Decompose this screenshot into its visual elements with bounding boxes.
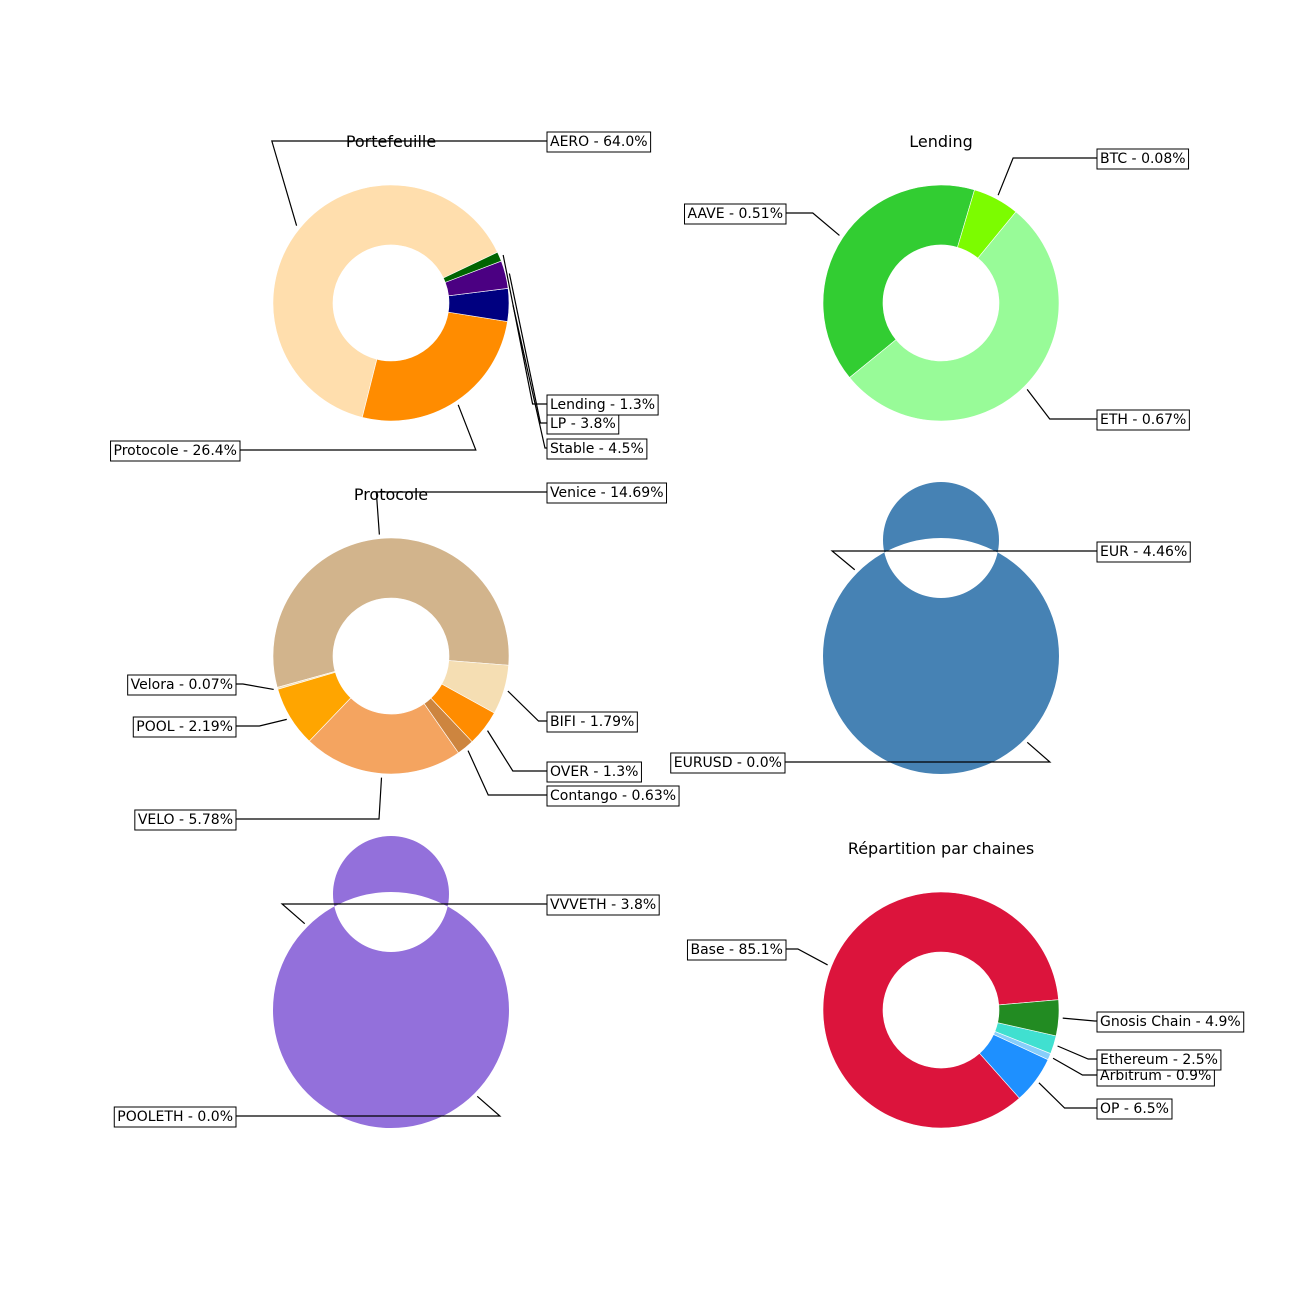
slice-label: Gnosis Chain - 4.9% xyxy=(1100,1014,1241,1030)
label-box xyxy=(127,674,237,696)
slice-label: Stable - 4.5% xyxy=(550,441,644,457)
leader-line xyxy=(1062,1017,1097,1022)
slice-label: OVER - 1.3% xyxy=(550,764,638,780)
leader-line xyxy=(786,948,828,966)
slice-venice xyxy=(272,537,510,688)
label-box xyxy=(684,203,787,225)
slice-lending xyxy=(442,251,502,283)
slice-bifi xyxy=(441,660,509,714)
donut-chart-6: Répartition par chaines xyxy=(786,839,1097,1129)
slice-label: VVVETH - 3.8% xyxy=(550,897,656,913)
slice-label: AERO - 64.0% xyxy=(550,134,648,150)
leader-line xyxy=(236,777,383,820)
leader-line xyxy=(507,690,547,722)
leader-line xyxy=(280,903,547,925)
donut-chart-1: Portefeuille xyxy=(240,132,547,451)
slice-label: Contango - 0.63% xyxy=(550,788,676,804)
chart-title: Lending xyxy=(909,132,973,151)
leader-line xyxy=(1057,1045,1097,1060)
label-box xyxy=(546,711,638,733)
label-box xyxy=(546,394,659,416)
donut-chart-2: Lending xyxy=(786,132,1097,422)
slice-aero xyxy=(272,184,498,418)
label-box xyxy=(546,482,668,504)
slice-eur xyxy=(822,482,1059,774)
leader-line xyxy=(1038,1082,1097,1109)
slice-label: EURUSD - 0.0% xyxy=(674,755,782,771)
slice-label: VELO - 5.78% xyxy=(138,812,233,828)
label-box xyxy=(686,939,787,961)
donut-chart-4: Stable xyxy=(785,482,1097,774)
slice-gnosis-chain xyxy=(997,999,1060,1037)
leader-line xyxy=(1052,1057,1097,1076)
slice-velo xyxy=(308,697,459,775)
slice-label: Ethereum - 2.5% xyxy=(1100,1052,1218,1068)
slice-label: Lending - 1.3% xyxy=(550,397,655,413)
slice-label: EUR - 4.46% xyxy=(1100,544,1187,560)
label-box xyxy=(546,894,660,916)
donut-chart-3: Protocole xyxy=(236,485,547,820)
slice-label: AAVE - 0.51% xyxy=(688,206,784,222)
slice-label: POOLETH - 0.0% xyxy=(117,1109,233,1125)
label-box xyxy=(670,752,786,774)
slice-aave xyxy=(822,184,975,379)
label-box xyxy=(134,809,237,831)
leader-line xyxy=(236,718,287,727)
leader-line xyxy=(830,550,1097,571)
slice-label: BTC - 0.08% xyxy=(1100,151,1186,167)
leader-line xyxy=(236,683,274,691)
leader-line xyxy=(487,730,547,772)
label-box xyxy=(132,716,237,738)
leader-line xyxy=(786,212,840,236)
label-box xyxy=(110,440,241,462)
slice-label: Velora - 0.07% xyxy=(131,677,233,693)
leader-line xyxy=(502,254,547,405)
chart-title: Répartition par chaines xyxy=(848,839,1034,858)
leader-line xyxy=(271,140,547,226)
label-box xyxy=(1096,1011,1245,1033)
label-box xyxy=(546,761,642,783)
leader-line xyxy=(508,273,547,424)
slice-label: Protocole - 26.4% xyxy=(114,443,237,459)
leader-line xyxy=(467,750,547,796)
slice-label: Base - 85.1% xyxy=(690,942,783,958)
slice-base xyxy=(822,891,1059,1129)
slice-label: BIFI - 1.79% xyxy=(550,714,634,730)
slice-protocole xyxy=(361,311,508,422)
slice-label: POOL - 2.19% xyxy=(136,719,233,735)
leader-line xyxy=(1026,389,1097,420)
slice-label: ETH - 0.67% xyxy=(1100,412,1186,428)
slice-label: OP - 6.5% xyxy=(1100,1101,1169,1117)
leader-line xyxy=(236,1095,502,1117)
leader-line xyxy=(785,741,1052,763)
leader-line xyxy=(375,491,547,535)
leader-line xyxy=(997,157,1097,196)
label-box xyxy=(113,1106,237,1128)
slice-label: LP - 3.8% xyxy=(550,416,616,432)
label-box xyxy=(1096,148,1190,170)
label-box xyxy=(546,438,648,460)
label-box xyxy=(1096,1049,1222,1071)
label-box xyxy=(1096,1098,1173,1120)
leader-line xyxy=(512,304,547,449)
slice-label: Arbitrum - 0.9% xyxy=(1100,1068,1211,1084)
donut-chart-5: LP xyxy=(236,836,547,1128)
slice-label: Venice - 14.69% xyxy=(550,485,664,501)
label-box xyxy=(546,785,680,807)
label-box xyxy=(1096,409,1190,431)
slice-vvveth xyxy=(272,836,509,1128)
label-box xyxy=(546,131,652,153)
leader-line xyxy=(240,404,477,451)
label-box xyxy=(1096,541,1191,563)
chart-title: Protocole xyxy=(354,485,428,504)
slice-btc xyxy=(957,189,1017,259)
